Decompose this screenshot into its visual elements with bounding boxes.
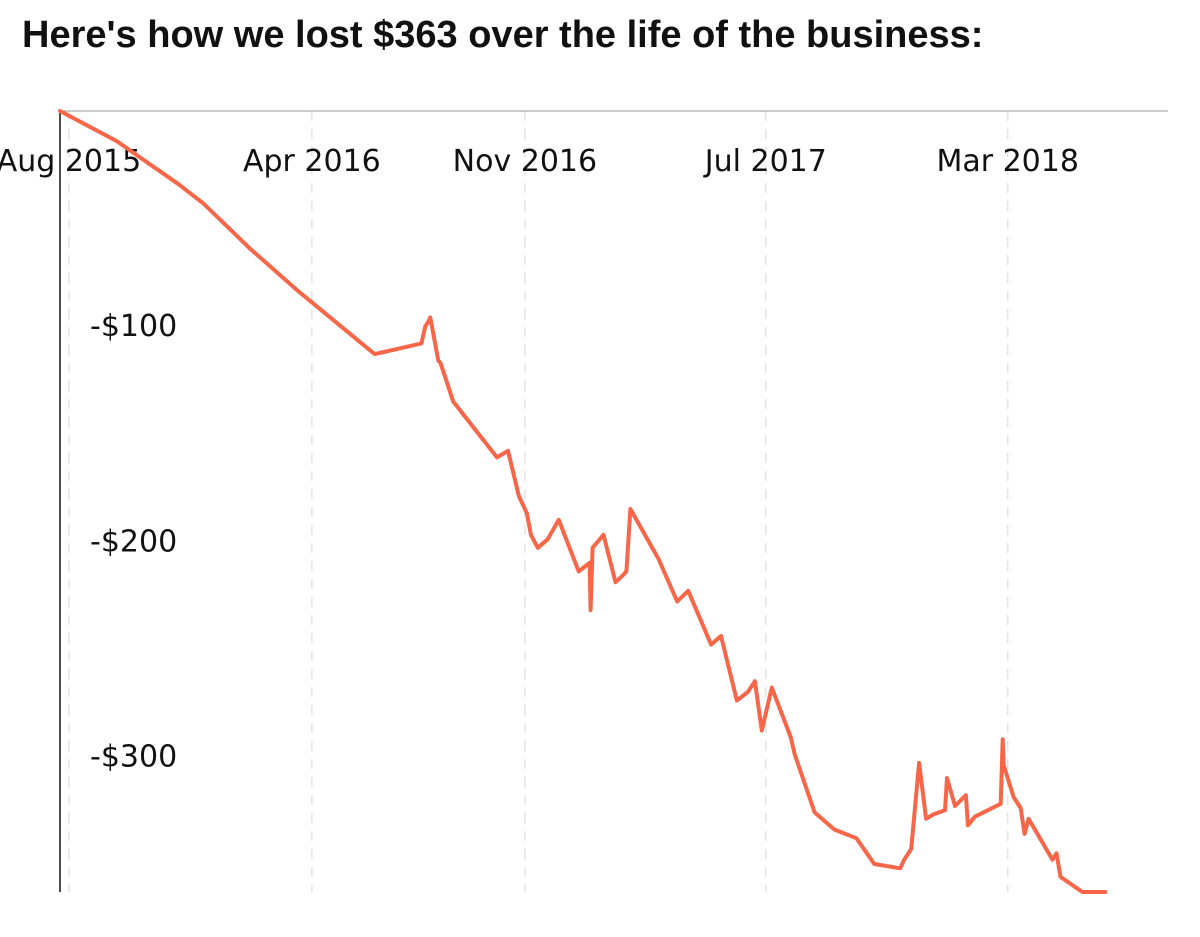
y-tick-label: -$100: [90, 309, 177, 344]
x-grid-lines: [68, 111, 1009, 892]
x-tick-label: Nov 2016: [453, 144, 597, 179]
x-tick-label: Jul 2017: [703, 144, 827, 179]
y-tick-label: -$300: [90, 739, 177, 774]
series-line: [58, 109, 1108, 894]
y-tick-label: -$200: [90, 524, 177, 559]
y-tick-labels: -$100 -$200 -$300: [90, 309, 177, 774]
x-tick-label: Mar 2018: [936, 144, 1079, 179]
x-tick-label: Apr 2016: [243, 144, 381, 179]
chart-title: Here's how we lost $363 over the life of…: [22, 14, 984, 56]
x-tick-label: Aug 2015: [0, 144, 141, 179]
x-tick-labels: Aug 2015 Apr 2016 Nov 2016 Jul 2017 Mar 2018: [0, 144, 1079, 179]
